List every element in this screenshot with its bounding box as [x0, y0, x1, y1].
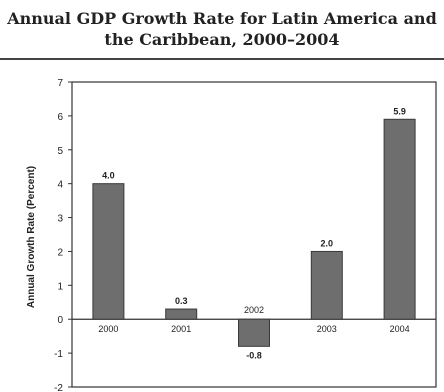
- y-tick-label: 7: [57, 78, 63, 89]
- y-axis-label: Annual Growth Rate (Percent): [26, 166, 37, 308]
- bar-2000: [92, 183, 125, 320]
- y-tick-label: -1: [54, 349, 63, 360]
- data-label-2004: 5.9: [393, 106, 406, 116]
- data-label-2001: 0.3: [175, 296, 188, 306]
- y-tick-label: 6: [57, 112, 63, 123]
- x-tick-label-2000: 2000: [98, 324, 118, 334]
- x-tick-label-2001: 2001: [171, 324, 191, 334]
- chart-title: Annual GDP Growth Rate for Latin America…: [0, 8, 444, 50]
- data-label-2003: 2.0: [321, 238, 334, 248]
- x-tick-label-2004: 2004: [390, 324, 410, 334]
- title-rule: [0, 58, 444, 60]
- y-tick-label: 3: [57, 214, 63, 225]
- data-label-2000: 4.0: [102, 171, 115, 181]
- plot-frame: [71, 81, 437, 388]
- data-label-2002: -0.8: [246, 350, 262, 360]
- chart-title-line-2: the Caribbean, 2000–2004: [104, 30, 340, 49]
- y-tick-label: -2: [54, 383, 63, 392]
- y-tick-label: 1: [57, 281, 63, 292]
- y-tick-label: 5: [57, 146, 63, 157]
- bar-2002: [238, 318, 270, 347]
- x-tick-label-2002: 2002: [244, 305, 264, 315]
- y-tick-label: 0: [57, 315, 63, 326]
- y-tick-label: 4: [57, 180, 63, 191]
- x-tick-label-2003: 2003: [317, 324, 337, 334]
- bar-2001: [165, 308, 198, 320]
- bar-2004: [383, 118, 416, 320]
- chart-title-line-1: Annual GDP Growth Rate for Latin America…: [7, 9, 437, 28]
- y-tick-label: 2: [57, 247, 63, 258]
- bar-2003: [310, 250, 343, 320]
